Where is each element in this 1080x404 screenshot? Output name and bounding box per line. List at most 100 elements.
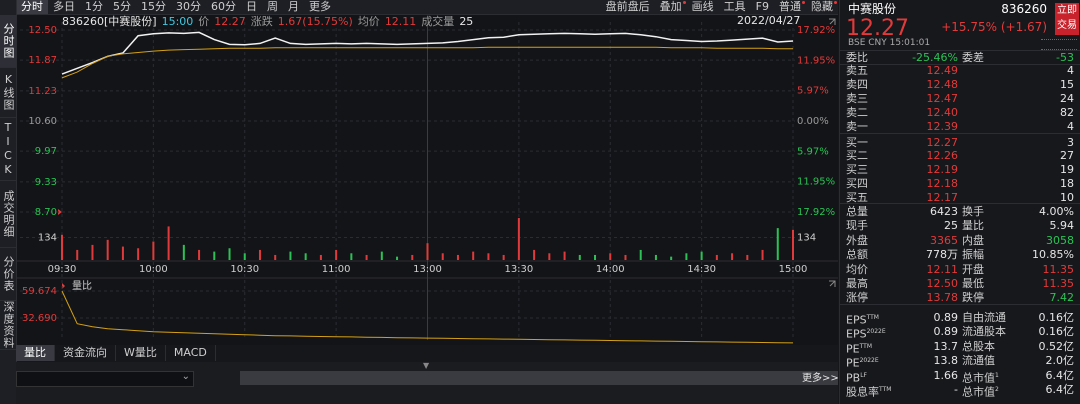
toolbar-item[interactable]: 工具 bbox=[723, 0, 746, 13]
header-item: 成交量 bbox=[421, 15, 455, 28]
quote-panel: 中赛股份 836260 12.27 +15.75% (+1.67) BSE CNY 15… bbox=[839, 0, 1080, 404]
indicator-tab[interactable]: 量比 bbox=[16, 345, 55, 361]
superscript: TTM bbox=[879, 386, 892, 393]
quote-cell: 卖三 bbox=[846, 91, 868, 105]
toolbar-item[interactable]: 周 bbox=[267, 0, 278, 13]
quote-cell: 0.89 bbox=[933, 311, 959, 324]
side-tab[interactable]: 分价表 bbox=[0, 248, 16, 301]
quote-cell: 4 bbox=[1067, 64, 1074, 77]
toolbar-item[interactable]: 60分 bbox=[211, 0, 236, 13]
trade-button[interactable]: 立即交易 bbox=[1055, 3, 1079, 35]
toolbar-item[interactable]: 叠加 bbox=[655, 0, 687, 14]
quote-row: 涨停 13.78 跌停 7.42 bbox=[846, 291, 1076, 305]
volume-bar bbox=[578, 254, 581, 260]
side-tab[interactable]: K线图 bbox=[0, 67, 16, 118]
volume-bar bbox=[502, 254, 505, 260]
y-tick-label: 12.50 bbox=[28, 25, 57, 36]
x-tick-label: 10:00 bbox=[139, 264, 168, 275]
y2-tick-label: 11.95% bbox=[797, 55, 835, 66]
quote-cell: 总量 bbox=[846, 205, 868, 218]
dropdown[interactable]: ⌄ bbox=[16, 371, 194, 387]
chart-date: 2022/04/27 bbox=[737, 14, 801, 27]
toolbar-item[interactable]: 盘前盘后 bbox=[605, 0, 650, 13]
toolbar-item[interactable]: 日 bbox=[246, 0, 257, 13]
quote-row: PBLF 1.66 总市值1 6.4亿 bbox=[846, 369, 1076, 385]
volume-bar bbox=[198, 249, 201, 260]
quote-cell: 7.42 bbox=[1049, 291, 1075, 305]
volume-bar bbox=[365, 254, 368, 260]
quote-cell: 开盘 bbox=[962, 262, 984, 276]
superscript: TTM bbox=[866, 314, 879, 321]
volume-bar bbox=[106, 239, 109, 260]
header-item: 12.11 bbox=[384, 14, 417, 28]
volume-bar bbox=[289, 251, 292, 260]
volume-bar bbox=[228, 248, 231, 260]
toolbar-item[interactable]: 普通 bbox=[774, 0, 806, 14]
y2-tick-label: 0.00% bbox=[797, 116, 829, 127]
quote-cell: 流通值 bbox=[962, 354, 995, 368]
quote-cell: 最低 bbox=[962, 277, 984, 290]
expand-icon[interactable] bbox=[829, 18, 836, 287]
quote-cell: 股息率TTM bbox=[846, 385, 892, 399]
superscript: 1 bbox=[995, 371, 999, 379]
more-link[interactable]: 更多>> bbox=[802, 373, 839, 384]
toolbar-item[interactable]: 1分 bbox=[85, 0, 103, 13]
side-tab[interactable]: TICK bbox=[0, 118, 16, 181]
quote-cell: 最高 bbox=[846, 277, 868, 290]
panel-icons[interactable] bbox=[1041, 39, 1077, 50]
indicator-tab[interactable]: 资金流向 bbox=[55, 345, 116, 361]
y2-tick-label: 5.97% bbox=[797, 86, 829, 97]
volume-bar bbox=[472, 251, 475, 260]
volume-bar bbox=[411, 254, 414, 260]
header-item: 12.27 bbox=[214, 14, 246, 28]
quote-cell: 振幅 bbox=[962, 248, 984, 262]
quote-cell: 现手 bbox=[846, 219, 868, 233]
quote-cell: - bbox=[954, 383, 958, 396]
toolbar-item[interactable]: 画线 bbox=[691, 0, 714, 13]
quote-cell: -53 bbox=[1056, 51, 1074, 64]
quote-cell: 12.18 bbox=[926, 177, 959, 191]
toolbar-item[interactable]: 多日 bbox=[53, 0, 75, 13]
toolbar-item[interactable]: 30分 bbox=[176, 0, 201, 13]
toolbar-item[interactable]: 月 bbox=[288, 0, 299, 13]
quote-cell: 均价 bbox=[846, 262, 868, 276]
quote-cell: 12.27 bbox=[926, 135, 959, 149]
quote-cell: 13.8 bbox=[933, 354, 959, 368]
volume-bar bbox=[700, 251, 703, 260]
quote-cell: 买三 bbox=[846, 163, 868, 177]
quote-cell: 买二 bbox=[846, 149, 868, 163]
toolbar-item[interactable]: 5分 bbox=[113, 0, 131, 13]
quote-row: 股息率TTM - 总市值2 6.4亿 bbox=[846, 383, 1076, 399]
volume-bar bbox=[456, 254, 459, 260]
quote-cell: PBLF bbox=[846, 371, 867, 385]
side-tab[interactable]: 分时图 bbox=[0, 15, 16, 68]
collapse-arrow[interactable]: ▼ bbox=[423, 361, 430, 370]
scrollbar[interactable] bbox=[240, 371, 838, 385]
side-tab[interactable]: 深度资料 bbox=[0, 301, 16, 350]
quote-cell: 0.89 bbox=[933, 325, 959, 339]
x-tick-label: 14:30 bbox=[687, 264, 716, 275]
quote-cell: 买四 bbox=[846, 177, 868, 191]
quote-cell: 10 bbox=[1060, 191, 1074, 205]
indicator-tab[interactable]: W量比 bbox=[116, 345, 166, 361]
quote-cell: 12.47 bbox=[926, 91, 959, 105]
y-tick-label: 10.60 bbox=[28, 116, 57, 127]
quote-cell: 3365 bbox=[930, 233, 958, 247]
toolbar-item[interactable]: F9 bbox=[755, 0, 769, 13]
quote-cell: 18 bbox=[1060, 177, 1074, 191]
toolbar-item[interactable]: 分时 bbox=[16, 0, 48, 14]
volume-bar bbox=[61, 234, 63, 260]
toolbar-item[interactable]: 更多 bbox=[309, 0, 331, 13]
toolbar-item[interactable]: 隐藏 bbox=[806, 0, 838, 14]
stock-price: 12.27 bbox=[846, 16, 909, 41]
quote-row: 买二 12.26 27 bbox=[846, 149, 1076, 163]
series-line bbox=[61, 46, 793, 79]
quote-cell: 外盘 bbox=[846, 233, 868, 247]
volume-bar bbox=[731, 253, 734, 260]
toolbar-item[interactable]: 15分 bbox=[141, 0, 166, 13]
indicator-tab[interactable]: MACD bbox=[166, 345, 216, 361]
x-tick-label: 13:30 bbox=[504, 264, 533, 275]
side-tab[interactable]: 成交明细 bbox=[0, 181, 16, 248]
volume-bar bbox=[548, 253, 551, 260]
quote-cell: 11.35 bbox=[1042, 277, 1075, 290]
